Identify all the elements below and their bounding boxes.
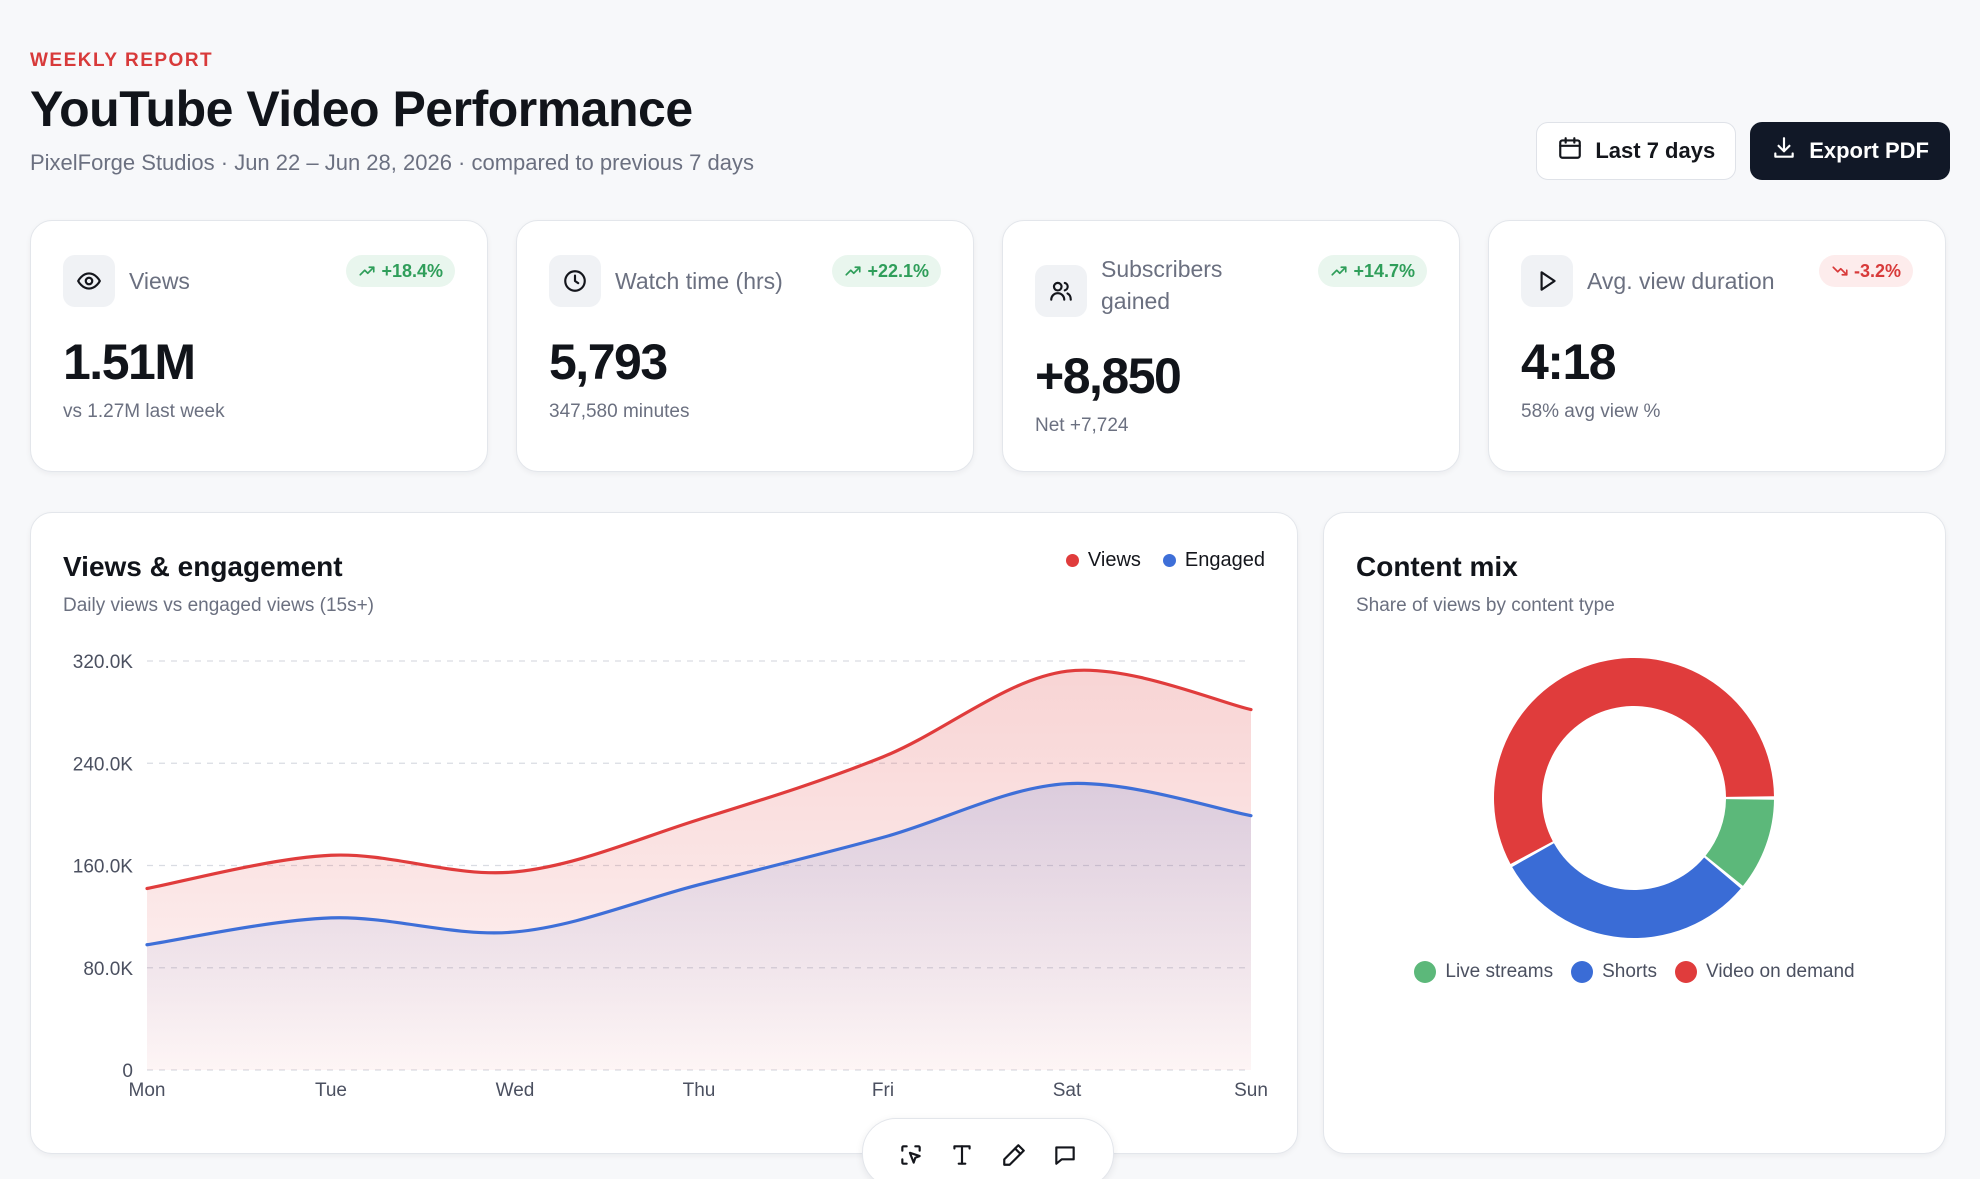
x-tick-label: Tue (315, 1080, 347, 1101)
trend-badge: +14.7% (1318, 255, 1427, 287)
trend-value: -3.2% (1853, 260, 1901, 281)
calendar-icon (1557, 135, 1583, 167)
trend-badge: -3.2% (1818, 255, 1913, 287)
page-subtitle: PixelForge Studios · Jun 22 – Jun 28, 20… (30, 150, 754, 175)
legend-item-views: Views (1065, 549, 1141, 572)
kpi-subtext: 58% avg view % (1521, 401, 1661, 422)
x-tick-label: Sun (1234, 1080, 1268, 1101)
kpi-subtext: 347,580 minutes (549, 401, 690, 422)
donut-legend-item-shorts: Shorts (1571, 961, 1657, 983)
donut-chart (1494, 658, 1774, 938)
donut-slice-shorts (1512, 843, 1741, 938)
x-tick-label: Thu (683, 1080, 716, 1101)
trend-badge: +22.1% (832, 255, 941, 287)
donut-legend: Live streams Shorts Video on demand (1324, 961, 1945, 983)
pen-icon[interactable] (998, 1139, 1030, 1171)
trend-up-icon (845, 266, 862, 276)
clock-icon (549, 255, 601, 307)
export-label: Export PDF (1809, 138, 1929, 163)
y-tick-label: 160.0K (73, 857, 134, 878)
report-header: WEEKLY REPORT YouTube Video Performance … (30, 50, 1950, 190)
chart-subtitle: Daily views vs engaged views (15s+) (63, 595, 374, 616)
chart-title: Views & engagement (63, 551, 343, 582)
annotation-toolbar (862, 1118, 1114, 1179)
legend-swatch (1675, 961, 1697, 983)
views-series-line (145, 668, 1253, 891)
date-range-button[interactable]: Last 7 days (1536, 122, 1737, 180)
mix-title: Content mix (1356, 551, 1518, 582)
select-icon[interactable] (895, 1139, 927, 1171)
users-icon (1035, 265, 1087, 317)
x-tick-label: Sat (1053, 1080, 1082, 1101)
kpi-value: 4:18 (1521, 334, 1617, 390)
export-pdf-button[interactable]: Export PDF (1750, 122, 1950, 180)
trend-badge: +18.4% (346, 255, 455, 287)
views-engagement-card: Views & engagement Daily views vs engage… (30, 512, 1298, 1154)
kpi-value: 1.51M (63, 334, 196, 390)
header-actions: Last 7 days Export PDF (1536, 122, 1950, 180)
chart-legend: Views Engaged (1065, 549, 1265, 572)
date-range-label: Last 7 days (1595, 138, 1716, 163)
comment-icon[interactable] (1049, 1139, 1081, 1171)
trend-value: +14.7% (1353, 260, 1415, 281)
kpi-card-subscribers: Subscribers gained +14.7% +8,850 Net +7,… (1002, 220, 1460, 472)
y-tick-label: 0 (122, 1061, 133, 1082)
y-tick-label: 320.0K (73, 652, 134, 673)
legend-item-engaged: Engaged (1162, 549, 1265, 572)
legend-label: Video on demand (1706, 961, 1855, 982)
trend-up-icon (1331, 266, 1348, 276)
kpi-label: Subscribers gained (1101, 256, 1223, 314)
kpi-subtext: Net +7,724 (1035, 415, 1129, 436)
kpi-card-watch-time: Watch time (hrs) +22.1% 5,793 347,580 mi… (516, 220, 974, 472)
kpi-label: Avg. view duration (1587, 268, 1775, 294)
download-icon (1771, 135, 1797, 167)
kpi-value: 5,793 (549, 334, 668, 390)
kpi-value: +8,850 (1035, 348, 1182, 404)
y-tick-label: 80.0K (83, 959, 133, 980)
donut-slice-video-on-demand (1494, 658, 1774, 864)
eye-icon (63, 255, 115, 307)
x-tick-label: Wed (496, 1080, 535, 1101)
engaged-area (147, 783, 1251, 1070)
trend-value: +22.1% (867, 260, 929, 281)
legend-swatch-engaged (1162, 554, 1176, 567)
legend-label: Engaged (1184, 549, 1265, 571)
kpi-label: Views (129, 268, 190, 294)
content-mix-card: Content mix Share of views by content ty… (1323, 512, 1946, 1154)
legend-swatch (1414, 961, 1437, 983)
kpi-row: Views +18.4% 1.51M vs 1.27M last week Wa… (30, 220, 1946, 472)
text-icon[interactable] (946, 1139, 978, 1171)
legend-label: Shorts (1602, 961, 1657, 982)
area-chart: 0 80.0K 160.0K 240.0K 320.0K Mon Tue Wed Thu Fri S… (73, 652, 1268, 1101)
kpi-card-views: Views +18.4% 1.51M vs 1.27M last week (30, 220, 488, 472)
donut-legend-item-live-streams: Live streams (1414, 961, 1553, 983)
legend-swatch-views (1065, 554, 1079, 567)
legend-swatch (1571, 961, 1594, 983)
x-tick-label: Fri (872, 1080, 894, 1101)
mix-subtitle: Share of views by content type (1356, 595, 1615, 616)
trend-up-icon (359, 266, 376, 276)
kpi-card-avg-duration: Avg. view duration -3.2% 4:18 58% avg vi… (1488, 220, 1946, 472)
eyebrow-label: WEEKLY REPORT (30, 50, 214, 71)
page-title: YouTube Video Performance (30, 81, 693, 137)
legend-label: Live streams (1445, 961, 1554, 982)
legend-label: Views (1087, 549, 1141, 571)
play-icon (1521, 255, 1573, 307)
donut-legend-item-video-on-demand: Video on demand (1675, 961, 1855, 983)
kpi-label: Watch time (hrs) (615, 268, 783, 294)
x-tick-label: Mon (129, 1080, 166, 1101)
donut-slice-live-streams (1705, 799, 1774, 886)
trend-down-icon (1832, 266, 1848, 276)
trend-value: +18.4% (381, 260, 443, 281)
kpi-subtext: vs 1.27M last week (63, 401, 225, 422)
y-tick-label: 240.0K (73, 754, 134, 775)
